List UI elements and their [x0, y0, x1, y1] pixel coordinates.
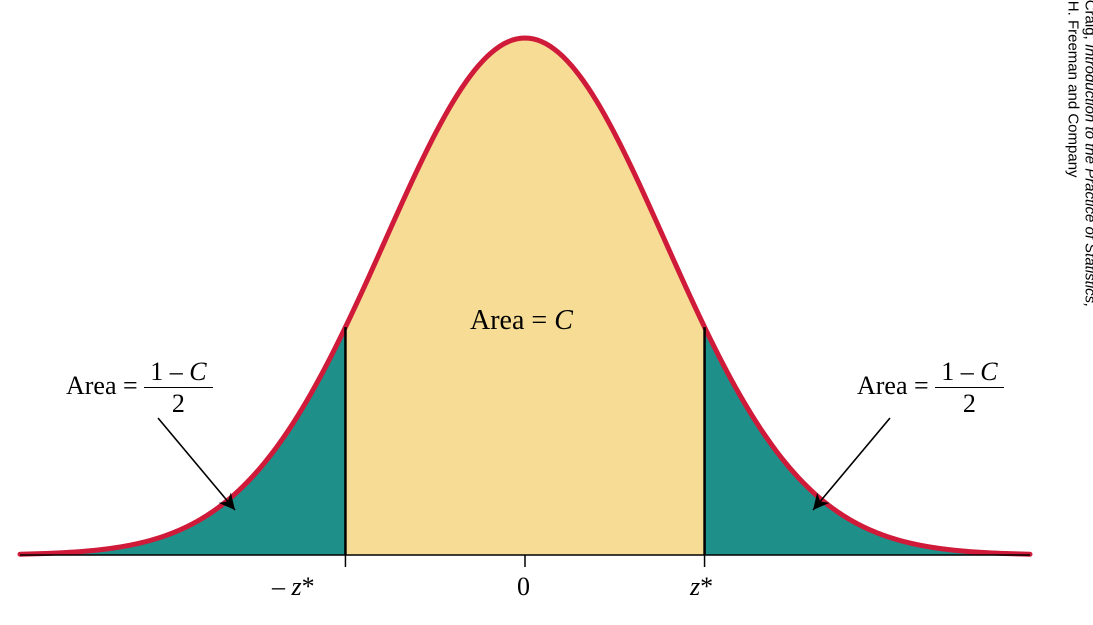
right-tail-area-label: Area = 1 – C2 [857, 358, 1004, 418]
right-tail-fraction: 1 – C2 [935, 358, 1003, 418]
tick-label-zero: 0 [517, 572, 530, 602]
center-area-prefix: Area = [470, 305, 554, 336]
center-region [345, 38, 704, 555]
left-tail-prefix: Area = [66, 371, 144, 400]
left-tail-area-label: Area = 1 – C2 [66, 358, 213, 418]
center-area-variable: C [554, 305, 573, 336]
arrow-left-tail [158, 418, 235, 510]
tick-label-neg-zstar: – z* [272, 572, 315, 602]
left-tail-fraction: 1 – C2 [144, 358, 212, 418]
center-area-label: Area = C [470, 305, 573, 337]
source-credit: Moore/McCabe/Craig, Introduction to the … [1064, 0, 1093, 313]
tick-label-pos-zstar: z* [690, 572, 713, 602]
arrow-right-tail [813, 418, 890, 510]
right-tail-prefix: Area = [857, 371, 935, 400]
